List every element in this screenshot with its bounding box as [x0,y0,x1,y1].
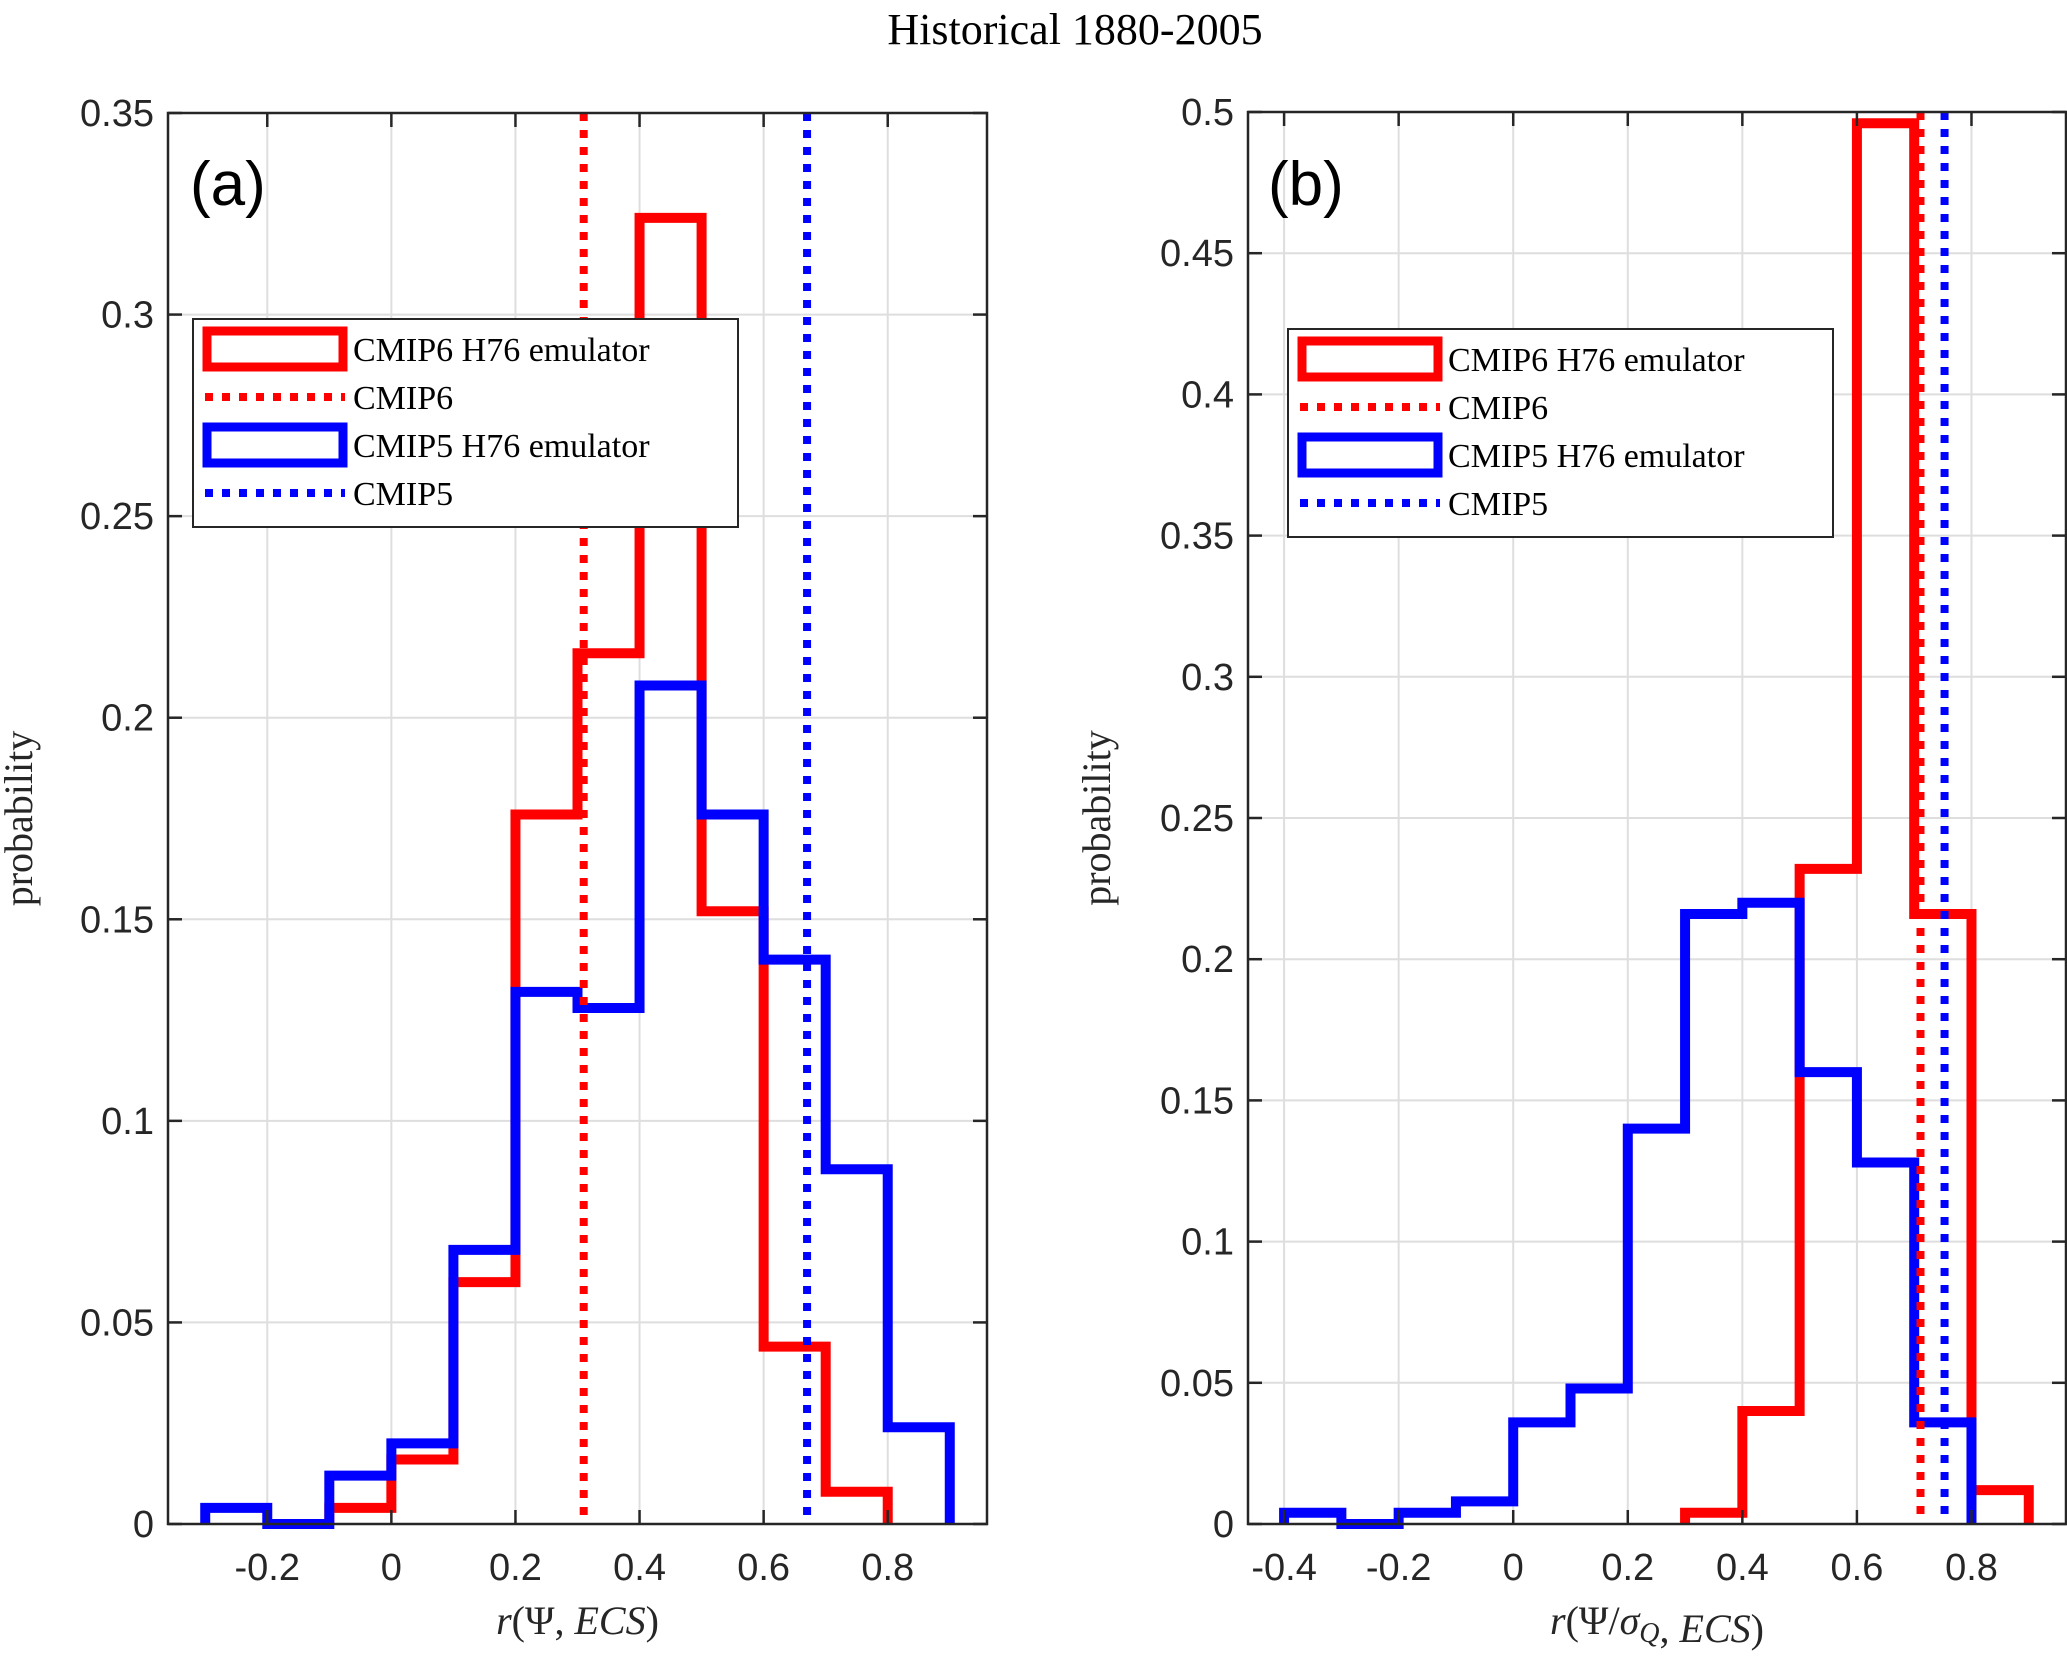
y-tick-label: 0.15 [80,899,154,941]
y-tick-label: 0.4 [1181,374,1234,416]
legend-swatch-patch [1297,432,1443,478]
y-tick-label: 0.35 [1160,516,1234,558]
y-tick-label: 0 [1213,1504,1234,1546]
x-tick-label: -0.2 [235,1547,300,1589]
histogram-outline [324,212,893,1524]
legend-item: CMIP5 H76 emulator [202,422,650,468]
x-tick-label: 0.8 [861,1547,914,1589]
legend-swatch-patch [202,422,348,468]
legend-swatch-patch [1297,336,1443,382]
y-axis-label: probability [0,731,41,907]
legend-label: CMIP6 [353,380,453,417]
x-tick-label: -0.2 [1366,1547,1431,1589]
x-tick-label: -0.4 [1251,1547,1316,1589]
legend-label: CMIP5 H76 emulator [1448,438,1745,475]
legend-item: CMIP5 [1300,486,1548,523]
legend-item: CMIP6 [205,380,453,417]
y-tick-label: 0.25 [80,496,154,538]
figure-title: Historical 1880-2005 [887,5,1262,54]
x-tick-label: 0.6 [1831,1547,1884,1589]
panel-a: -0.2 0 0.2 0.4 0.6 0.8 0 0.05 0.1 0.15 0.2 0.25 0.3 0… [0,93,989,1643]
x-tick-label: 0.2 [1601,1547,1654,1589]
y-tick-label: 0.05 [80,1302,154,1344]
x-tick-label: 0.6 [737,1547,790,1589]
panel-label: (a) [190,150,266,219]
legend-label: CMIP6 [1448,390,1548,427]
histogram-outline [200,680,955,1529]
ticks: -0.2 0 0.2 0.4 0.6 0.8 0 0.05 0.1 0.15 0.2 0.25 0.3 0… [80,93,987,1589]
legend-item: CMIP6 [1300,390,1548,427]
legend: CMIP6 H76 emulator CMIP6 CMIP5 H76 emulato… [1287,328,1834,538]
legend-label: CMIP5 H76 emulator [353,428,650,465]
x-tick-label: 0 [381,1547,402,1589]
legend-item: CMIP6 H76 emulator [202,326,650,372]
y-tick-label: 0.5 [1181,92,1234,134]
x-tick-label: 0.4 [1716,1547,1769,1589]
x-axis-label: r(Ψ/σQ, ECS) [1550,1598,1764,1651]
x-tick-label: 0.4 [613,1547,666,1589]
panel-label: (b) [1268,150,1344,219]
panel-b: -0.4 -0.2 0 0.2 0.4 0.6 0.8 0 0.05 0.1 0.15 0.2 0.25… [1074,92,2067,1651]
legend-label: CMIP5 [353,476,453,513]
y-tick-label: 0.35 [80,93,154,135]
histogram-cmip6-h76-emulator [324,212,893,1524]
y-tick-label: 0.25 [1160,798,1234,840]
legend-label: CMIP6 H76 emulator [353,332,650,369]
x-tick-label: 0 [1503,1547,1524,1589]
legend: CMIP6 H76 emulator CMIP6 CMIP5 H76 emulato… [192,318,739,528]
y-tick-label: 0.1 [101,1101,154,1143]
y-tick-label: 0.2 [101,698,154,740]
legend-swatch-patch [202,326,348,372]
x-tick-label: 0.2 [489,1547,542,1589]
histogram-cmip5-h76-emulator [200,680,955,1529]
y-tick-label: 0.1 [1181,1222,1234,1264]
x-axis-label: r(Ψ, ECS) [496,1598,659,1643]
x-tick-label: 0.8 [1945,1547,1998,1589]
y-tick-label: 0.3 [1181,657,1234,699]
legend-label: CMIP6 H76 emulator [1448,342,1745,379]
legend-item: CMIP6 H76 emulator [1297,336,1745,382]
series-group [200,113,955,1529]
y-tick-label: 0.05 [1160,1363,1234,1405]
y-tick-label: 0.2 [1181,939,1234,981]
y-axis-label: probability [1074,730,1119,906]
y-tick-label: 0.3 [101,295,154,337]
histogram-cmip6-h76-emulator [1680,118,2034,1524]
ticks: -0.4 -0.2 0 0.2 0.4 0.6 0.8 0 0.05 0.1 0.15 0.2 0.25… [1160,92,2066,1589]
y-tick-label: 0 [133,1504,154,1546]
y-tick-label: 0.45 [1160,233,1234,275]
axes-frame [166,111,989,1526]
legend-item: CMIP5 [205,476,453,513]
histogram-outline [1680,118,2034,1524]
legend-item: CMIP5 H76 emulator [1297,432,1745,478]
y-tick-label: 0.15 [1160,1080,1234,1122]
legend-label: CMIP5 [1448,486,1548,523]
